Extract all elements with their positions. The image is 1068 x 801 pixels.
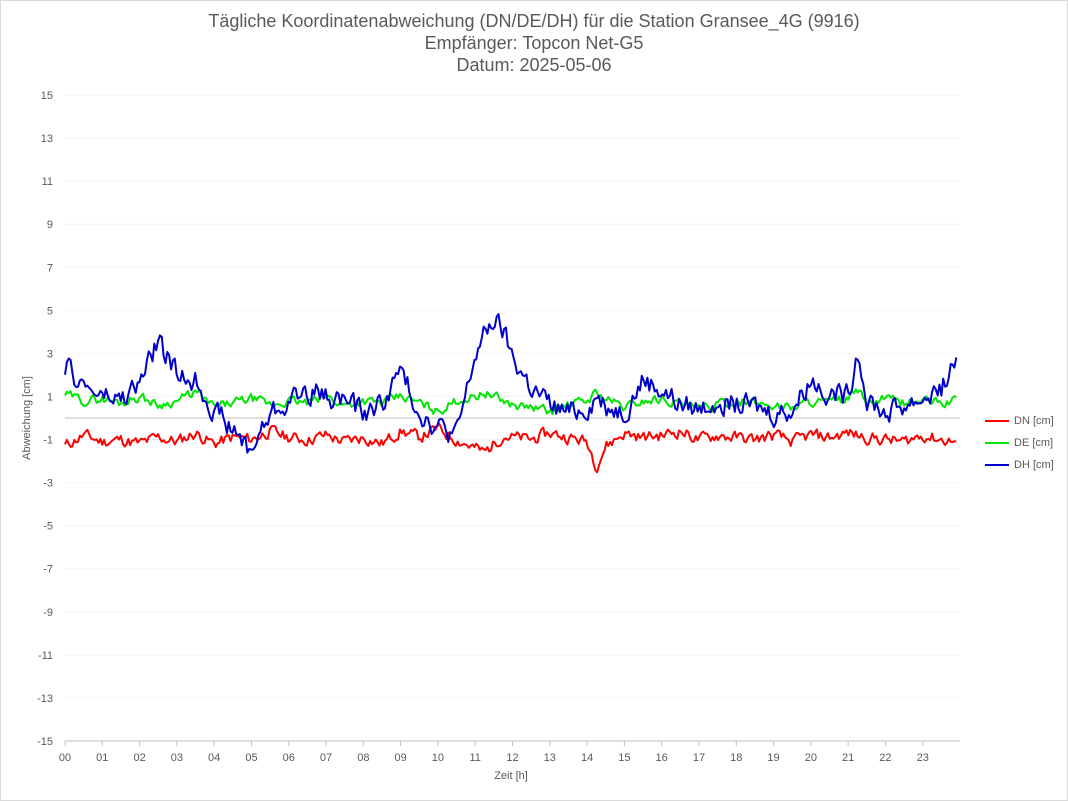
x-tick-label: 04 [208, 752, 220, 764]
legend-item-de: DE [cm] [985, 432, 1054, 454]
y-tick-label: -9 [43, 607, 53, 619]
chart-title-line-2: Empfänger: Topcon Net-G5 [424, 33, 644, 53]
x-tick-label: 06 [283, 752, 295, 764]
x-tick-label: 22 [879, 752, 891, 764]
x-tick-label: 16 [656, 752, 668, 764]
y-tick-label: 11 [42, 176, 53, 188]
y-tick-label: -11 [38, 650, 53, 662]
y-axis-ticks: 15 13 11 9 7 5 3 1 -1 -3 -5 -7 -9 -11 -13 -15 [37, 90, 53, 748]
chart-title-line-3: Datum: 2025-05-06 [456, 55, 612, 75]
y-tick-label: 7 [47, 262, 53, 274]
grid-lines [65, 94, 960, 742]
chart-title: Tägliche Koordinatenabweichung (DN/DE/DH… [0, 10, 1068, 76]
y-tick-label: 1 [47, 391, 53, 403]
x-tick-label: 20 [805, 752, 817, 764]
y-tick-label: 15 [41, 90, 53, 102]
x-tick-label: 18 [730, 752, 742, 764]
x-tick-label: 00 [59, 752, 71, 764]
x-tick-label: 14 [581, 752, 593, 764]
legend-item-dn: DN [cm] [985, 410, 1054, 432]
x-tick-label: 19 [767, 752, 779, 764]
x-tick-label: 13 [544, 752, 556, 764]
x-tick-label: 12 [506, 752, 518, 764]
x-tick-label: 08 [357, 752, 369, 764]
y-axis-label: Abweichung [cm] [21, 376, 33, 460]
series-lines [64, 313, 958, 474]
y-tick-label: -15 [37, 736, 53, 748]
legend-label-de: DE [cm] [1014, 437, 1054, 449]
series-line-dh [64, 313, 958, 454]
x-tick-label: 11 [469, 752, 480, 764]
y-tick-label: -3 [43, 478, 53, 490]
y-tick-label: 13 [41, 133, 53, 145]
x-tick-label: 15 [618, 752, 630, 764]
x-axis-label: Zeit [h] [494, 770, 528, 782]
x-tick-label: 10 [432, 752, 444, 764]
x-axis-ticks: 00 01 02 03 04 05 06 07 08 09 10 11 12 13 14 15 16 17 18 19… [59, 740, 960, 764]
x-tick-label: 03 [171, 752, 183, 764]
legend-swatch-de [985, 442, 1009, 444]
y-tick-label: -7 [43, 564, 53, 576]
y-tick-label: -5 [43, 521, 53, 533]
y-tick-label: 3 [47, 348, 53, 360]
legend-swatch-dn [985, 420, 1009, 422]
legend-label-dn: DN [cm] [1014, 415, 1054, 427]
legend-item-dh: DH [cm] [985, 454, 1054, 476]
legend: DN [cm] DE [cm] DH [cm] [985, 410, 1054, 476]
y-tick-label: -13 [37, 693, 53, 705]
series-line-dn [64, 422, 957, 474]
x-tick-label: 05 [245, 752, 257, 764]
x-tick-label: 21 [842, 752, 854, 764]
x-tick-label: 23 [917, 752, 929, 764]
legend-swatch-dh [985, 464, 1009, 466]
chart-title-line-1: Tägliche Koordinatenabweichung (DN/DE/DH… [208, 11, 860, 31]
x-tick-label: 17 [693, 752, 705, 764]
series-line-de [64, 388, 957, 416]
y-tick-label: -1 [43, 435, 53, 447]
legend-label-dh: DH [cm] [1014, 459, 1054, 471]
y-tick-label: 5 [47, 305, 53, 317]
x-tick-label: 09 [395, 752, 407, 764]
x-tick-label: 02 [133, 752, 145, 764]
x-tick-label: 07 [320, 752, 332, 764]
x-tick-label: 01 [96, 752, 108, 764]
y-tick-label: 9 [47, 219, 53, 231]
